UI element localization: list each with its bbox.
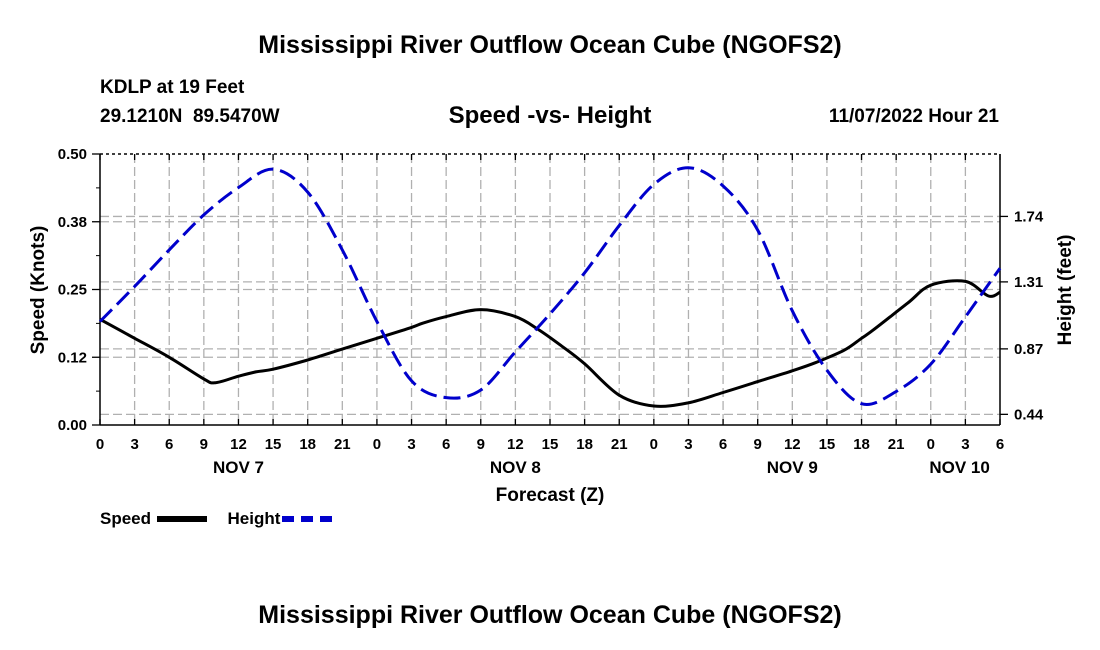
legend-speed-swatch [157,516,208,522]
x-tick-label: 18 [299,436,316,453]
y-tick-label: 0.38 [58,214,87,231]
x-tick-label: 9 [477,436,485,453]
station-coordinates: 29.1210N 89.5470W [100,106,280,127]
x-tick-label: 3 [407,436,415,453]
x-tick-label: 3 [961,436,969,453]
y-tick-label: 0.00 [58,417,87,434]
footer-title: Mississippi River Outflow Ocean Cube (NG… [258,601,842,629]
x-tick-label: 18 [853,436,870,453]
x-day-label: NOV 8 [490,458,541,477]
x-tick-label: 6 [442,436,450,453]
y2-tick-label: 1.31 [1014,274,1043,291]
speed-series-line [99,279,1001,408]
station-label: KDLP at 19 Feet [100,77,245,98]
legend-speed-label: Speed [100,509,152,528]
y-tick-label: 0.50 [58,146,87,163]
x-tick-label: 12 [784,436,801,453]
x-tick-label: 0 [927,436,935,453]
y-tick-label: 0.12 [58,349,87,366]
y-tick-label: 0.25 [58,282,87,299]
x-tick-label: 0 [373,436,381,453]
x-tick-label: 6 [165,436,173,453]
x-tick-label: 0 [96,436,104,453]
legend: Speed Height [100,509,333,529]
x-day-label: NOV 7 [213,458,264,477]
x-tick-label: 6 [996,436,1004,453]
x-tick-label: 21 [334,436,351,453]
x-tick-label: 3 [684,436,692,453]
x-axis-label: Forecast (Z) [496,485,605,506]
legend-speed: Speed [100,509,208,529]
forecast-timestamp: 11/07/2022 Hour 21 [828,106,999,127]
x-tick-label: 6 [719,436,727,453]
y-axis-label: Speed (Knots) [28,226,49,355]
x-day-label: NOV 10 [929,458,989,477]
x-tick-label: 0 [650,436,658,453]
y2-tick-label: 0.44 [1014,406,1044,423]
x-tick-label: 3 [130,436,138,453]
legend-height: Height [227,509,333,529]
x-day-label: NOV 9 [767,458,818,477]
x-tick-label: 12 [507,436,524,453]
x-tick-label: 9 [754,436,762,453]
height-series-line [98,166,1002,406]
legend-height-swatch [282,516,333,522]
y2-tick-label: 0.87 [1014,341,1043,358]
x-tick-label: 15 [265,436,282,453]
page-title: Mississippi River Outflow Ocean Cube (NG… [258,31,842,59]
y2-axis-label: Height (feet) [1055,235,1076,346]
x-tick-label: 12 [230,436,247,453]
chart-subtitle: Speed -vs- Height [448,102,652,129]
x-tick-label: 18 [576,436,593,453]
x-tick-label: 15 [542,436,559,453]
x-tick-label: 21 [611,436,628,453]
y2-tick-label: 1.74 [1014,208,1044,225]
legend-height-label: Height [227,509,281,528]
x-tick-label: 9 [200,436,208,453]
x-tick-label: 15 [819,436,836,453]
x-tick-label: 21 [888,436,905,453]
